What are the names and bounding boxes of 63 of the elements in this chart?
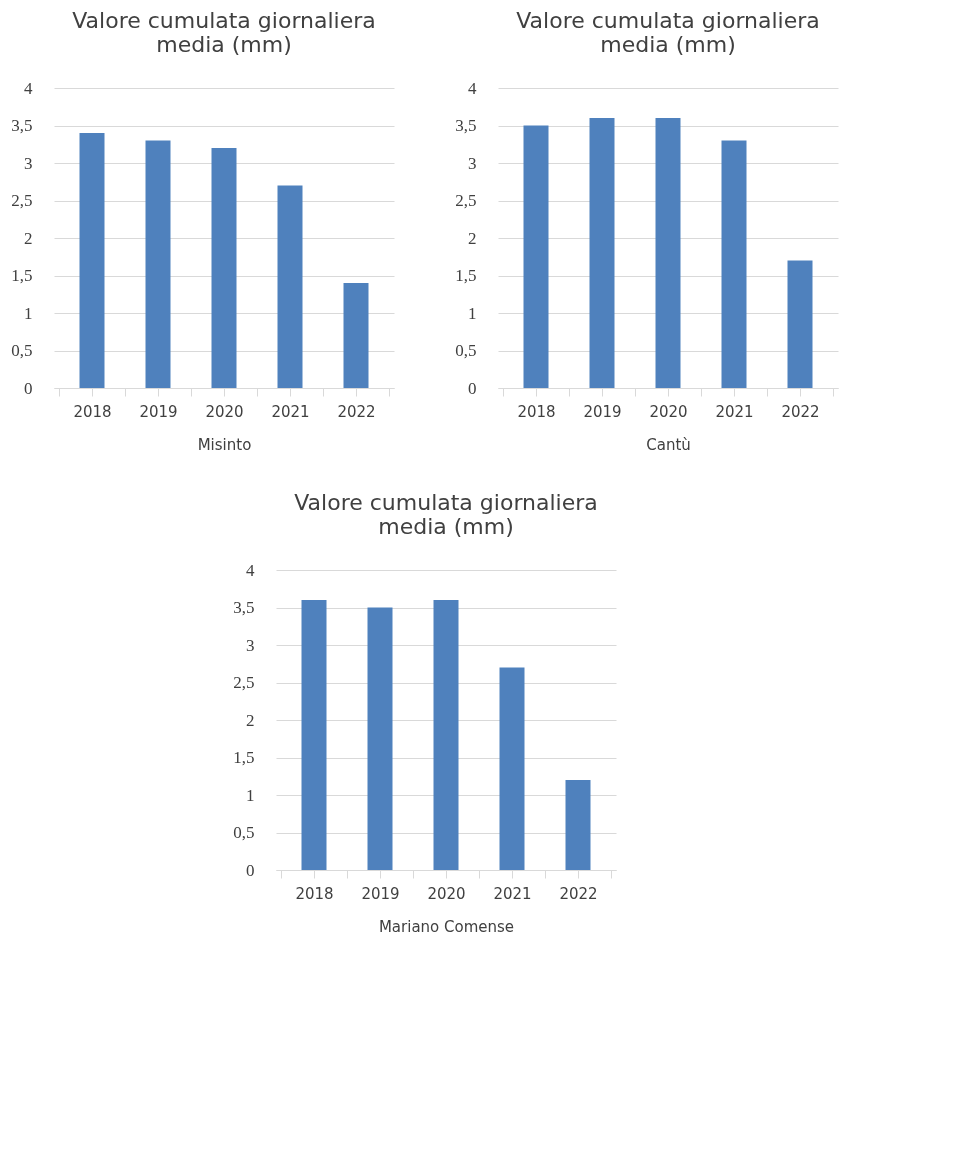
y-tick-label: 3 (246, 635, 255, 655)
bar (79, 133, 105, 388)
chart-title: Valore cumulata giornaliera media (mm) (72, 8, 376, 57)
chart-title: Valore cumulata giornaliera media (mm) (294, 490, 598, 539)
y-tick-label: 2,5 (455, 191, 477, 210)
y-tick-label: 1 (246, 785, 255, 805)
y-tick-label: 1,5 (455, 266, 477, 285)
y-tick-label: 0,5 (455, 341, 477, 360)
y-tick-label: 0 (246, 860, 255, 880)
y-tick-label: 3,5 (233, 598, 255, 617)
x-tick-label: 2019 (583, 402, 622, 421)
bar (301, 600, 327, 870)
x-axis-title: Misinto (197, 435, 252, 454)
bar (499, 667, 525, 870)
x-tick-label: 2018 (295, 884, 334, 903)
bar (523, 125, 549, 388)
bar (433, 600, 459, 870)
y-tick-label: 2 (468, 228, 477, 248)
y-tick-label: 3,5 (455, 116, 477, 135)
y-tick-label: 1 (24, 303, 33, 323)
x-tick-label: 2019 (139, 402, 178, 421)
y-tick-label: 1,5 (233, 748, 255, 767)
y-tick-label: 2 (24, 228, 33, 248)
y-tick-label: 3,5 (11, 116, 33, 135)
chart-title: Valore cumulata giornaliera media (mm) (516, 8, 820, 57)
x-tick-label: 2020 (649, 402, 688, 421)
y-tick-label: 4 (24, 78, 33, 98)
y-tick-label: 1,5 (11, 266, 33, 285)
x-tick-label: 2022 (337, 402, 376, 421)
bar (343, 283, 369, 388)
x-tick-label: 2022 (559, 884, 598, 903)
x-tick-label: 2021 (715, 402, 754, 421)
bar (787, 260, 813, 388)
y-tick-label: 0,5 (11, 341, 33, 360)
y-tick-label: 0 (24, 378, 33, 398)
y-tick-label: 2 (246, 710, 255, 730)
y-tick-label: 1 (468, 303, 477, 323)
y-tick-label: 0,5 (233, 823, 255, 842)
x-tick-label: 2020 (205, 402, 244, 421)
bar (655, 118, 681, 388)
y-tick-label: 3 (468, 153, 477, 173)
bar (565, 780, 591, 870)
y-tick-label: 4 (468, 78, 477, 98)
y-tick-label: 2,5 (233, 673, 255, 692)
x-tick-label: 2022 (781, 402, 820, 421)
y-tick-label: 4 (246, 560, 255, 580)
bar (367, 607, 393, 870)
x-axis-title: Mariano Comense (378, 917, 515, 936)
y-tick-label: 2,5 (11, 191, 33, 210)
x-tick-label: 2019 (361, 884, 400, 903)
bar (589, 118, 615, 388)
x-tick-label: 2018 (517, 402, 556, 421)
x-axis-title: Cantù (646, 435, 691, 454)
bar (721, 140, 747, 388)
y-tick-label: 0 (468, 378, 477, 398)
y-tick-label: 3 (24, 153, 33, 173)
x-tick-label: 2018 (73, 402, 112, 421)
x-tick-label: 2021 (271, 402, 310, 421)
bar (145, 140, 171, 388)
bar (211, 148, 237, 388)
x-tick-label: 2020 (427, 884, 466, 903)
bar (277, 185, 303, 388)
x-tick-label: 2021 (493, 884, 532, 903)
